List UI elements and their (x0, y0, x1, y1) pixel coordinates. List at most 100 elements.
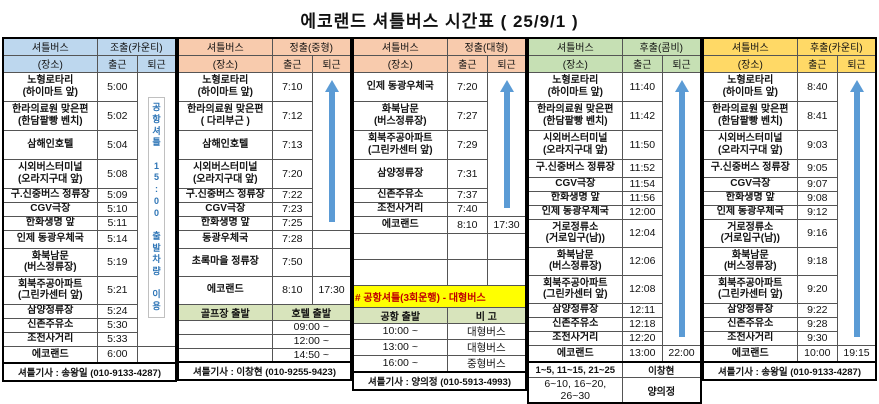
depart-time-cell: 12:11 (621, 302, 664, 318)
return-time-cell: 17:30 (312, 275, 352, 305)
table-row: 동광우체국 7:28 (177, 229, 352, 249)
depart-time-cell: 7:10 (271, 71, 314, 102)
table-row: 조천사거리 12:20 (527, 330, 701, 346)
depart-time-cell: 5:19 (96, 247, 139, 277)
depart-time-cell: 7:50 (271, 247, 314, 277)
header-out-label: 퇴근 (137, 54, 177, 73)
section-left-label: 공항 출발 (352, 306, 448, 324)
depart-time-cell: 12:08 (621, 274, 664, 304)
depart-time-cell: 5:21 (96, 275, 139, 305)
depart-time-cell: 7:20 (271, 158, 314, 189)
table-row: 한라의료원 맞은편 ( 다리부근 ) 7:12 (177, 100, 351, 131)
table-row: 인제 동광우체국 5:14 (2, 229, 176, 249)
stop-cell: 거로정류소 (거로입구(남)) (527, 218, 623, 248)
depart-time-cell: 12:18 (621, 316, 664, 332)
stop-cell: 초록마을 정류장 (177, 247, 273, 277)
section-right-label: 호텔 출발 (271, 303, 352, 321)
depart-time-cell: 5:00 (96, 71, 139, 102)
header-place-label: (장소) (2, 54, 98, 73)
header-bus-label: 셔틀버스 (352, 37, 448, 56)
stop-cell: 시외버스터미널 (오라지구대 앞) (702, 129, 798, 160)
driver-contact: 셔틀기사 : 송왕일 (010-9133-4287) (702, 361, 877, 381)
extra-right-cell: 중형버스 (446, 354, 527, 372)
stop-cell: CGV극장 (2, 201, 98, 217)
depart-time-cell: 11:42 (621, 100, 664, 131)
empty-cell (446, 258, 489, 286)
depart-time-cell: 12:00 (621, 204, 664, 220)
table-row: 시외버스터미널 (오라지구대 앞) 5:08 (2, 158, 176, 189)
depart-time-cell: 7:37 (446, 187, 489, 203)
section-left-label: 골프장 출발 (177, 303, 273, 321)
return-time-cell (312, 247, 352, 277)
page-title: 에코랜드 셔틀버스 시간표 ( 25/9/1 ) (300, 12, 579, 31)
stop-cell: 에코랜드 (2, 345, 98, 364)
arrow-up-icon (664, 80, 699, 337)
stop-cell: 인제 동광우체국 (352, 71, 448, 102)
header-place-label: (장소) (702, 54, 798, 73)
depart-time-cell: 5:09 (96, 187, 139, 203)
stop-cell: 회북주공아파트 (그린카센터 앞) (2, 275, 98, 305)
header-row: (장소) 출근 퇴근 (352, 54, 527, 73)
arrow-up-icon (839, 80, 874, 337)
stop-cell: 시외버스터미널 (오라지구대 앞) (2, 158, 98, 189)
stop-cell: 구.신중버스 정류장 (527, 158, 623, 178)
table-row: 한화생명 앞 9:08 (702, 190, 876, 206)
table-row: 에코랜드 6:00 (2, 345, 177, 364)
depart-time-cell: 7:13 (271, 129, 314, 160)
table-row: 조천사거리 9:30 (702, 330, 876, 346)
extra-right-cell: 12:00 ~ (271, 333, 352, 349)
stop-cell: 화북남문 (버스정류장) (352, 100, 448, 131)
depart-time-cell: 5:04 (96, 129, 139, 160)
stop-cell: 에코랜드 (352, 215, 448, 234)
header-in-label: 출근 (446, 54, 489, 73)
stop-cell: 회북주공아파트 (그린카센터 앞) (527, 274, 623, 304)
header-out-label: 퇴근 (662, 54, 702, 73)
header-row: (장소) 출근 퇴근 (177, 54, 352, 73)
header-bus-label: 셔틀버스 (527, 37, 623, 56)
depart-time-cell: 7:29 (446, 129, 489, 160)
table-row: CGV극장 5:10 (2, 201, 176, 217)
depart-time-cell: 9:12 (796, 204, 839, 220)
table-row: 인제 동광우체국 7:20 (352, 71, 527, 217)
header-row: 셔틀버스 후출(카운티) (702, 37, 877, 56)
day-range-cell: 1~5, 11~15, 21~25 (527, 361, 623, 378)
table-row: 회북주공아파트 (그린카센터 앞) 7:29 (352, 129, 526, 160)
depart-time-cell: 9:05 (796, 158, 839, 178)
return-time-cell: 17:30 (487, 215, 527, 234)
extra-right-cell: 대형버스 (446, 322, 527, 340)
timetable-huchul-combi: 셔틀버스 후출(콤비) (장소) 출근 퇴근 노형로타리 (하이마트 앞) 11:40 한라의… (527, 37, 702, 404)
header-place-label: (장소) (352, 54, 448, 73)
header-row: (장소) 출근 퇴근 (527, 54, 702, 73)
stop-cell: 신촌주유소 (702, 316, 798, 332)
stop-cell: 한화생명 앞 (177, 215, 273, 231)
vertical-note: 공 항 셔 틀 1 5 : 0 0 출 발 차 량 이 용 (148, 97, 165, 318)
depart-time-cell: 9:07 (796, 176, 839, 192)
depart-time-cell: 11:50 (621, 129, 664, 160)
stop-cell: 조천사거리 (352, 201, 448, 217)
table-row: 시외버스터미널 (오라지구대 앞) 11:50 (527, 129, 701, 160)
stop-cell: 시외버스터미널 (오라지구대 앞) (177, 158, 273, 189)
header-bus-label: 셔틀버스 (177, 37, 273, 56)
arrow-up-icon (489, 80, 524, 208)
depart-time-cell: 11:56 (621, 190, 664, 206)
table-row: 구.신중버스 정류장 9:05 (702, 158, 876, 178)
driver-footer-row: 셔틀기사 : 이창현 (010-9255-9423) (177, 361, 352, 381)
depart-time-cell: 6:00 (96, 345, 139, 364)
depart-time-cell: 5:30 (96, 317, 139, 333)
table-row: 한라의료원 맞은편 (한담팥빵 벤치) 8:41 (702, 100, 876, 131)
depart-time-cell: 9:16 (796, 218, 839, 248)
stop-cell: 한화생명 앞 (702, 190, 798, 206)
depart-time-cell: 8:10 (271, 275, 314, 305)
table-row (352, 258, 527, 286)
table-row: 12:00 ~ (177, 333, 352, 349)
header-place-label: (장소) (527, 54, 623, 73)
depart-time-cell: 5:11 (96, 215, 139, 231)
table-row: 삼양정류장 9:22 (702, 302, 876, 318)
depart-time-cell: 11:52 (621, 158, 664, 178)
header-row: 셔틀버스 정출(대형) (352, 37, 527, 56)
stop-cell: 한화생명 앞 (527, 190, 623, 206)
header-row: (장소) 출근 퇴근 (2, 54, 177, 73)
table-row: CGV극장 7:23 (177, 201, 351, 217)
table-row: 노형로타리 (하이마트 앞) 8:40 (702, 71, 877, 346)
day-range-cell: 6~10, 16~20, 26~30 (527, 377, 623, 404)
